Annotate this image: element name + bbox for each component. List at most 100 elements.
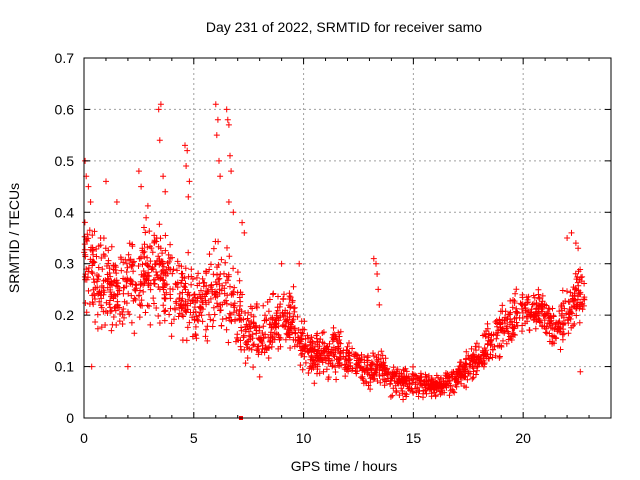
data-point	[561, 330, 567, 337]
data-point	[320, 349, 327, 356]
data-point	[365, 369, 371, 376]
data-point	[144, 254, 151, 261]
data-point	[379, 352, 386, 359]
data-point	[250, 319, 257, 326]
data-point	[536, 317, 543, 324]
data-point	[461, 373, 467, 380]
data-point	[106, 301, 113, 308]
data-point	[487, 351, 494, 358]
data-point	[143, 214, 150, 221]
data-point	[223, 106, 230, 113]
data-point	[241, 229, 248, 236]
data-point	[392, 382, 399, 389]
data-point	[542, 329, 549, 336]
data-point	[335, 329, 342, 336]
data-point	[160, 173, 167, 180]
data-point	[128, 277, 135, 284]
data-point	[156, 137, 163, 144]
data-point	[400, 396, 407, 403]
data-point	[193, 313, 200, 320]
data-point	[85, 183, 92, 190]
data-point	[196, 280, 203, 287]
data-point	[542, 312, 549, 319]
data-point	[521, 302, 528, 309]
data-point	[374, 271, 381, 277]
data-point	[484, 320, 491, 327]
data-point	[262, 312, 268, 319]
data-point	[314, 338, 321, 345]
data-point	[485, 330, 492, 337]
data-point	[581, 296, 588, 303]
data-point	[218, 287, 225, 294]
data-point	[167, 241, 174, 248]
data-point	[302, 359, 309, 366]
data-point	[89, 299, 96, 306]
data-point	[442, 372, 449, 379]
data-point	[577, 299, 584, 306]
data-point	[480, 351, 487, 358]
data-point	[502, 320, 508, 327]
data-point	[565, 314, 572, 321]
data-point	[319, 330, 326, 336]
data-point	[413, 389, 420, 396]
data-point	[532, 325, 539, 332]
data-point	[120, 306, 127, 312]
data-points	[81, 101, 588, 420]
data-point	[526, 311, 533, 318]
data-point	[139, 245, 146, 252]
data-point	[423, 390, 430, 397]
data-point	[81, 246, 88, 253]
data-point	[265, 355, 272, 361]
data-point	[122, 256, 129, 263]
data-point	[321, 345, 328, 352]
data-point	[409, 370, 416, 377]
data-point	[238, 324, 245, 331]
data-point	[137, 278, 144, 285]
data-point	[269, 335, 276, 342]
data-point	[309, 340, 316, 347]
data-point	[204, 337, 211, 344]
data-point	[178, 305, 185, 312]
data-point	[100, 287, 107, 294]
data-point	[557, 324, 563, 331]
data-point	[129, 278, 136, 285]
data-point	[519, 294, 526, 301]
data-point	[186, 178, 193, 185]
data-point	[102, 322, 109, 328]
data-point	[138, 297, 145, 304]
data-point	[215, 261, 222, 268]
data-point	[349, 345, 356, 352]
data-point	[128, 292, 135, 299]
data-point	[81, 219, 88, 226]
data-point	[126, 240, 133, 247]
data-point	[153, 235, 160, 241]
data-point	[162, 188, 169, 195]
data-point	[484, 340, 491, 347]
data-point	[337, 328, 344, 335]
data-point	[171, 316, 177, 323]
data-point	[246, 328, 252, 335]
data-point	[212, 288, 219, 295]
data-point	[284, 316, 291, 323]
data-point	[269, 291, 276, 298]
data-point	[550, 313, 557, 320]
data-point	[234, 289, 241, 296]
data-point	[273, 310, 280, 317]
data-point	[255, 343, 262, 350]
data-point	[249, 331, 256, 338]
data-point	[380, 372, 386, 379]
data-point	[524, 307, 530, 314]
data-point	[191, 291, 198, 298]
data-point	[429, 383, 436, 390]
data-point	[90, 259, 96, 266]
data-point	[335, 356, 342, 363]
data-point	[558, 312, 565, 319]
data-point	[525, 299, 531, 306]
data-point	[107, 304, 114, 311]
data-point	[318, 355, 324, 362]
data-point	[219, 301, 226, 308]
data-point	[310, 357, 317, 364]
data-point	[457, 368, 464, 375]
data-point	[140, 288, 147, 295]
